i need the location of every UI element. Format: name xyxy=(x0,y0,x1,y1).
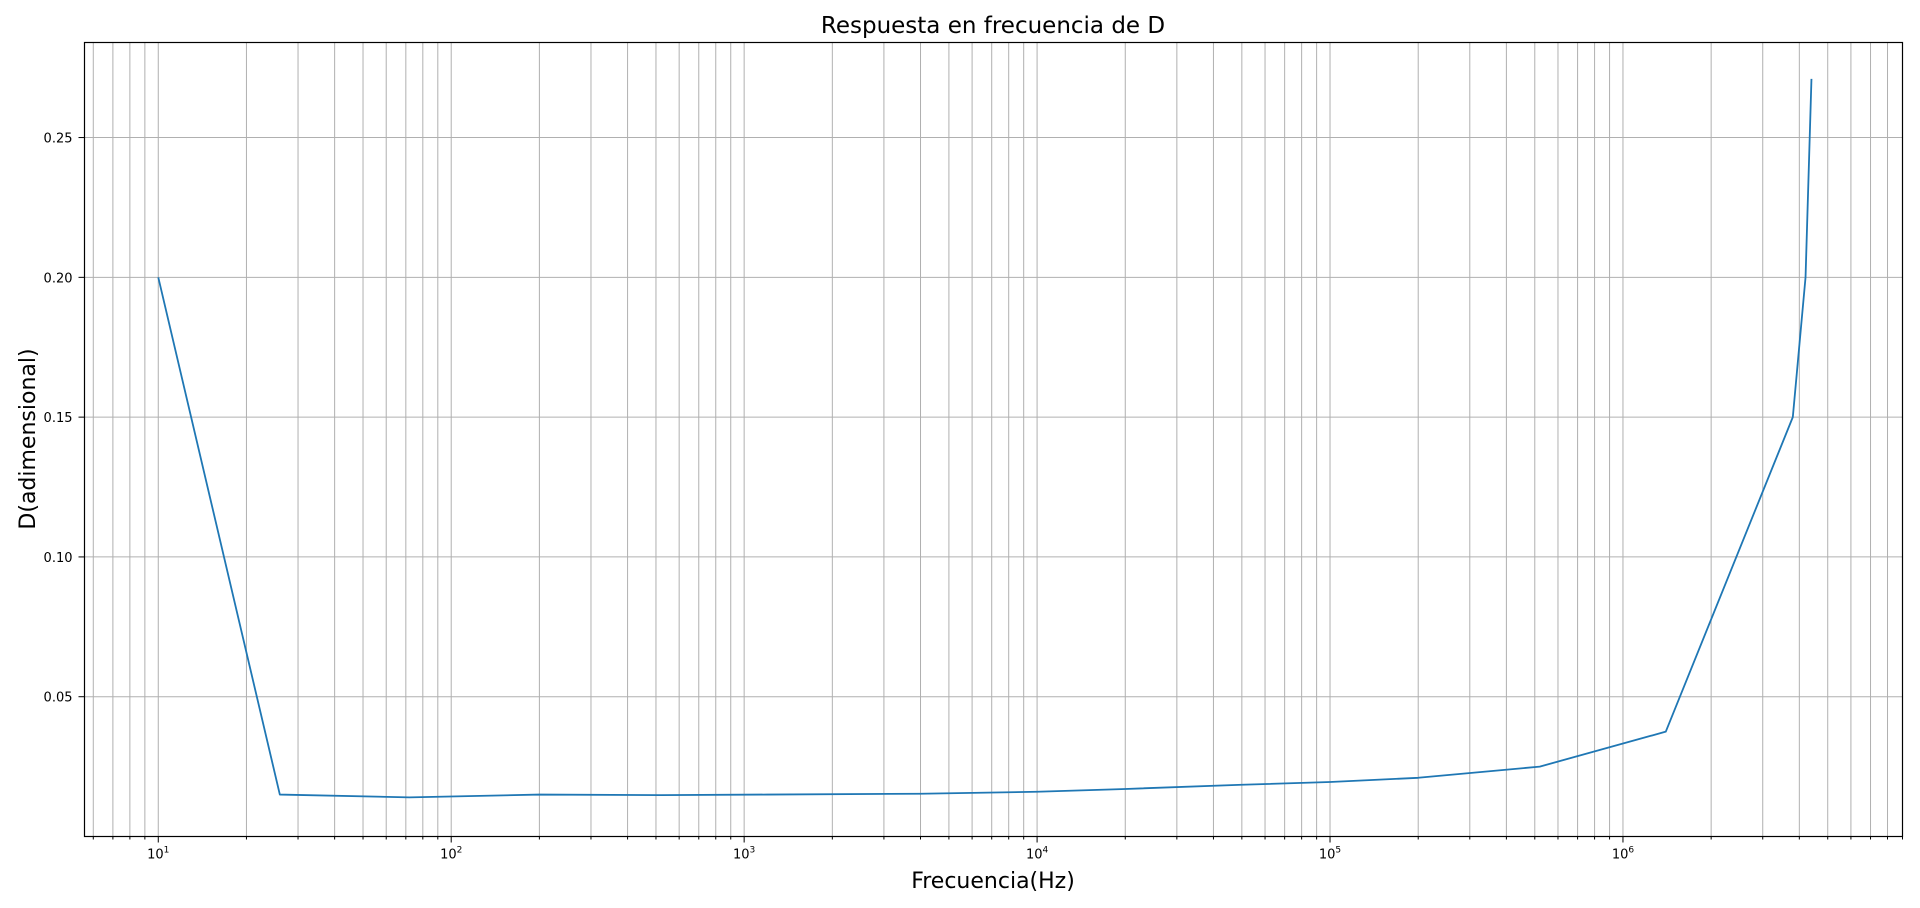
y-tick-label: 0.15 xyxy=(44,411,73,426)
series-layer xyxy=(157,78,1813,799)
x-tick-label: 105 xyxy=(1319,846,1341,863)
tick-layer: 101 102 103 104 105 106 0.05 0.10 0.15 0.20 0.25 xyxy=(44,132,1903,863)
y-tick-label: 0.25 xyxy=(44,132,73,147)
x-tick-label: 104 xyxy=(1026,846,1049,863)
x-tick-label: 102 xyxy=(440,846,462,863)
y-axis-label: D(adimensional) xyxy=(16,348,41,529)
y-tick-label: 0.05 xyxy=(44,691,73,706)
series-line xyxy=(157,78,1813,799)
x-axis-label: Frecuencia(Hz) xyxy=(911,869,1075,894)
grid-layer xyxy=(84,42,1903,837)
x-tick-label: 101 xyxy=(147,846,169,863)
plot-frame xyxy=(83,41,1904,838)
chart-title: Respuesta en frecuencia de D xyxy=(821,13,1165,39)
y-tick-label: 0.20 xyxy=(44,271,73,286)
x-tick-label: 103 xyxy=(733,846,755,863)
x-tick-label: 106 xyxy=(1612,846,1635,863)
y-tick-label: 0.10 xyxy=(44,551,73,566)
